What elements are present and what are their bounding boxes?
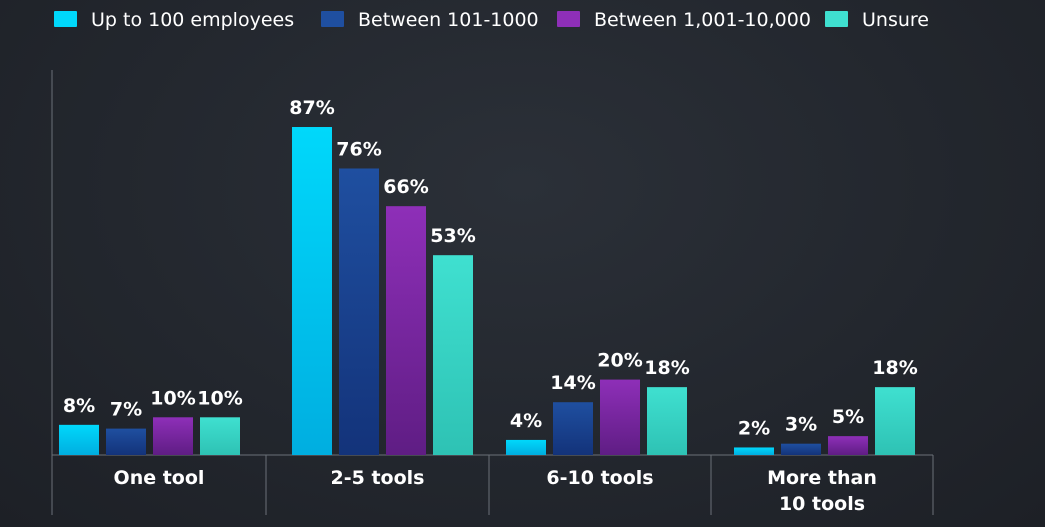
- bar: [506, 439, 546, 455]
- bar: [386, 206, 426, 455]
- data-label: 10%: [150, 387, 195, 409]
- bar: [600, 379, 640, 455]
- data-label: 3%: [785, 414, 817, 436]
- data-label: 53%: [430, 225, 475, 247]
- data-label: 7%: [110, 399, 142, 421]
- data-label: 20%: [597, 350, 642, 372]
- bar: [292, 127, 332, 455]
- bar: [553, 402, 593, 455]
- data-label: 5%: [832, 406, 864, 428]
- bar: [200, 417, 240, 455]
- legend-swatch: [54, 11, 77, 27]
- bar: [433, 255, 473, 455]
- legend-swatch: [825, 11, 848, 27]
- bar: [106, 428, 146, 455]
- data-label: 2%: [738, 417, 770, 439]
- chart-bars: [59, 127, 915, 456]
- x-tick-label: One tool: [114, 467, 205, 489]
- legend-swatch: [557, 11, 580, 27]
- x-tick-label: More than 10 tools: [767, 467, 877, 515]
- data-label: 4%: [510, 410, 542, 432]
- bar: [734, 447, 774, 455]
- data-label: 10%: [197, 387, 242, 409]
- data-label: 76%: [336, 138, 381, 160]
- data-label: 18%: [872, 357, 917, 379]
- chart-value-labels: 8% 7%10% 10%87%76%66%53%4%14%20% 18%2% 3% 5%1…: [63, 97, 918, 439]
- data-label: 14%: [550, 372, 595, 394]
- bar: [781, 443, 821, 455]
- bar: [59, 424, 99, 455]
- chart-category-labels: One tool 2-5 tools 6-10 tools More than 10 t…: [114, 467, 877, 515]
- legend-entry-label: Between 1,001-10,000: [594, 9, 811, 31]
- legend-entry-label: Between 101-1000: [358, 9, 539, 31]
- legend-swatch: [321, 11, 344, 27]
- bar: [875, 387, 915, 455]
- legend-entry-label: Unsure: [862, 9, 929, 31]
- bar: [153, 417, 193, 455]
- data-label: 66%: [383, 176, 428, 198]
- legend-entry-label: Up to 100 employees: [91, 9, 294, 31]
- bar: [647, 387, 687, 455]
- bar: [339, 168, 379, 456]
- bar: [828, 436, 868, 455]
- chart-legend: Up to 100 employees Between 101-1000 Betwe…: [54, 9, 929, 31]
- data-label: 18%: [644, 357, 689, 379]
- x-tick-label: 2-5 tools: [331, 467, 425, 489]
- data-label: 8%: [63, 395, 95, 417]
- data-label: 87%: [289, 97, 334, 119]
- x-tick-label: 6-10 tools: [546, 467, 653, 489]
